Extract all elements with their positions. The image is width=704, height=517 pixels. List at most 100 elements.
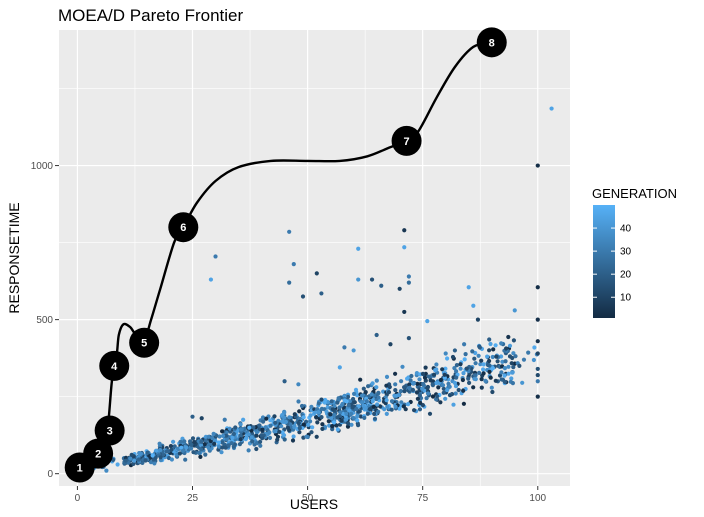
data-point — [115, 462, 120, 467]
data-point — [301, 415, 306, 420]
data-point — [176, 446, 181, 451]
data-point — [177, 451, 182, 456]
data-point — [296, 399, 301, 404]
data-point — [479, 377, 484, 382]
data-point — [452, 348, 458, 353]
data-point — [332, 404, 337, 409]
x-axis-title: USERS — [290, 496, 338, 512]
data-point — [535, 351, 540, 356]
data-point — [226, 443, 231, 448]
data-point — [316, 410, 321, 415]
data-point — [171, 439, 176, 444]
data-point — [531, 357, 537, 363]
data-point — [282, 415, 287, 420]
data-point — [477, 345, 482, 350]
data-point — [320, 426, 325, 431]
data-point — [297, 430, 302, 435]
data-point — [412, 408, 417, 413]
data-point — [481, 367, 486, 372]
frontier-marker-label: 3 — [107, 426, 113, 438]
data-point — [473, 373, 478, 378]
data-point — [152, 461, 157, 466]
data-point — [445, 388, 450, 393]
data-point — [434, 362, 439, 367]
data-point — [191, 450, 196, 455]
data-point — [502, 379, 507, 385]
data-point — [299, 403, 305, 409]
data-point — [430, 394, 436, 399]
data-point — [479, 385, 484, 390]
data-point — [428, 378, 433, 383]
legend-tick-label: 10 — [620, 293, 632, 304]
data-point — [283, 419, 288, 424]
data-point — [182, 439, 187, 444]
data-point — [447, 384, 452, 389]
data-point — [491, 347, 496, 352]
data-point — [388, 342, 393, 347]
data-point — [532, 345, 537, 350]
data-point — [279, 424, 284, 429]
data-point — [471, 303, 476, 308]
data-point — [189, 442, 194, 447]
data-point — [371, 404, 376, 409]
data-point — [352, 400, 357, 405]
data-point — [351, 348, 356, 353]
data-point — [500, 359, 505, 364]
data-point — [513, 354, 518, 359]
data-point — [304, 434, 309, 439]
data-point — [275, 437, 280, 442]
data-point — [150, 453, 155, 458]
data-point — [238, 422, 243, 427]
data-point — [203, 438, 208, 443]
data-point — [316, 401, 321, 406]
frontier-marker-label: 2 — [95, 449, 101, 461]
data-point — [490, 366, 495, 371]
data-point — [462, 342, 467, 347]
data-point — [272, 429, 277, 434]
data-point — [382, 407, 387, 412]
data-point — [477, 370, 482, 375]
data-point — [485, 362, 491, 368]
data-point — [447, 393, 453, 398]
data-point — [224, 433, 229, 438]
data-point — [535, 317, 540, 322]
data-point — [366, 384, 371, 389]
data-point — [216, 440, 221, 445]
data-point — [330, 424, 335, 429]
data-point — [199, 416, 204, 421]
data-point — [199, 443, 204, 448]
data-point — [483, 378, 488, 383]
data-point — [493, 343, 498, 348]
data-point — [308, 419, 313, 424]
data-point — [328, 412, 333, 417]
data-point — [331, 420, 337, 425]
data-point — [427, 411, 433, 416]
data-point — [509, 361, 514, 366]
data-point — [203, 452, 208, 457]
data-point — [487, 369, 492, 374]
data-point — [206, 445, 211, 451]
data-point — [314, 415, 319, 420]
data-point — [489, 385, 494, 390]
data-point — [470, 349, 475, 354]
data-point — [423, 365, 428, 370]
data-point — [161, 452, 166, 457]
data-point — [337, 405, 342, 410]
data-point — [461, 371, 466, 376]
data-point — [400, 364, 405, 369]
data-point — [261, 419, 266, 424]
data-point — [420, 386, 425, 391]
data-point — [535, 163, 540, 168]
data-point — [440, 367, 445, 372]
data-point — [287, 280, 292, 285]
data-point — [397, 406, 402, 411]
frontier-marker-label: 6 — [180, 222, 186, 234]
data-point — [453, 384, 459, 389]
data-point — [315, 420, 320, 425]
frontier-marker-3: 3 — [94, 415, 125, 446]
data-point — [291, 262, 296, 267]
data-point — [132, 458, 137, 463]
data-point — [487, 348, 492, 353]
frontier-marker-5: 5 — [129, 327, 160, 358]
